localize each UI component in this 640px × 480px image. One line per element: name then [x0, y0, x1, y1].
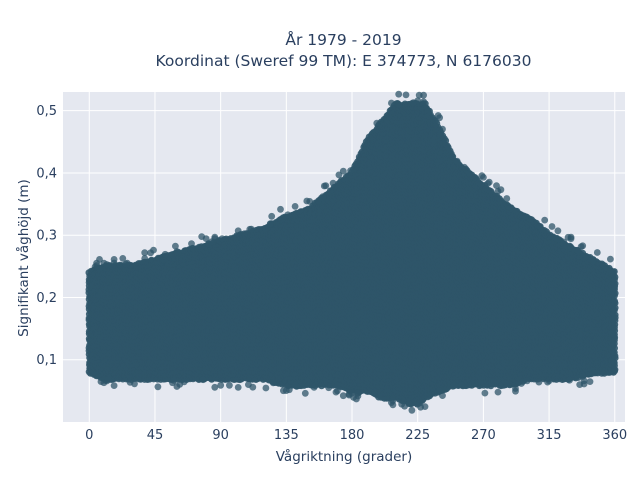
chart-subtitle: Koordinat (Sweref 99 TM): E 374773, N 61…: [156, 52, 532, 70]
chart-title: År 1979 - 2019: [285, 30, 401, 49]
scatter-points: [85, 90, 619, 414]
